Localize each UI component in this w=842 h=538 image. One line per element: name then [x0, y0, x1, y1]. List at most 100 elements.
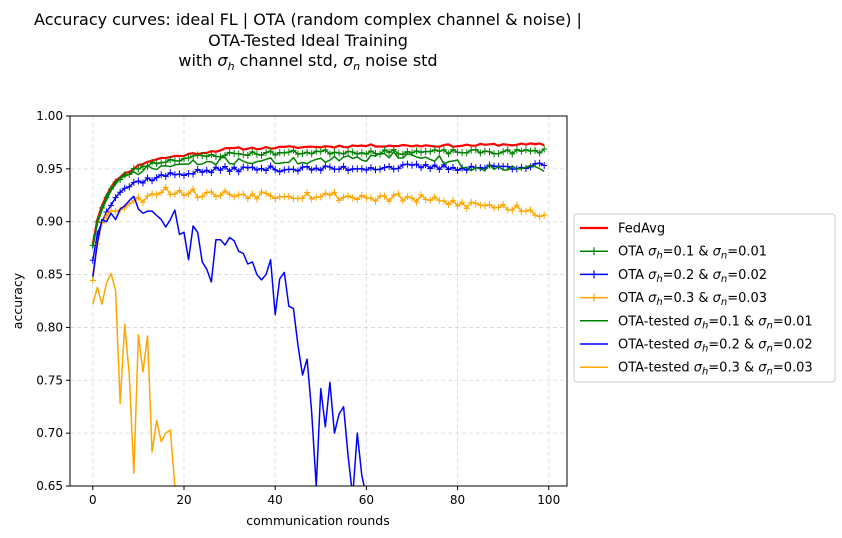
- series-point: [532, 211, 539, 219]
- series-point: [541, 211, 548, 219]
- series-point: [454, 166, 461, 174]
- series-point: [386, 148, 393, 156]
- series-point: [235, 191, 242, 199]
- series-point: [468, 162, 475, 170]
- series-point: [263, 149, 270, 157]
- series-point: [326, 150, 333, 158]
- series-point: [249, 190, 256, 198]
- series-point: [267, 147, 274, 155]
- y-tick-label: 0.90: [36, 215, 63, 229]
- series-point: [326, 163, 333, 171]
- series-point: [190, 152, 197, 160]
- series-point: [299, 163, 306, 171]
- series-point: [386, 197, 393, 205]
- series-6: [92, 195, 365, 486]
- series-point: [149, 177, 156, 185]
- series-point: [190, 170, 197, 178]
- series-point: [336, 149, 343, 157]
- series-4: [89, 183, 548, 285]
- series-point: [431, 193, 438, 201]
- series-point: [308, 150, 315, 158]
- series-point: [481, 202, 488, 210]
- series-point: [367, 147, 374, 155]
- series-point: [158, 189, 165, 197]
- series-point: [486, 148, 493, 156]
- series-point: [263, 189, 270, 197]
- legend-item: OTA σh=0.2 & σn=0.02: [580, 268, 767, 285]
- series-point: [500, 148, 507, 156]
- series-point: [404, 160, 411, 168]
- series-point: [263, 167, 270, 175]
- series-7: [92, 272, 176, 486]
- legend-label: OTA-tested σh=0.2 & σn=0.02: [618, 338, 813, 355]
- series-point: [144, 174, 151, 182]
- series-point: [536, 149, 543, 157]
- series-point: [436, 147, 443, 155]
- series-point: [322, 162, 329, 170]
- series-point: [495, 203, 502, 211]
- series-point: [445, 165, 452, 173]
- legend-label: FedAvg: [618, 222, 665, 237]
- chart-title: Accuracy curves: ideal FL | OTA (random …: [34, 10, 582, 73]
- series-point: [500, 201, 507, 209]
- series-point: [413, 147, 420, 155]
- series-point: [390, 191, 397, 199]
- legend-item: OTA σh=0.1 & σn=0.01: [580, 245, 767, 262]
- series-point: [139, 198, 146, 206]
- axis-ticks: 0 20 40 60 80 100 0.65 0.70 0.75 0.80 0.85 0.90 0.95…: [36, 109, 560, 507]
- legend-item: FedAvg: [580, 222, 665, 237]
- series-point: [367, 164, 374, 172]
- series-point: [472, 199, 479, 207]
- series-point: [322, 146, 329, 154]
- series-point: [436, 165, 443, 173]
- series-point: [199, 192, 206, 200]
- series-point: [399, 197, 406, 205]
- series-point: [527, 206, 534, 214]
- series-point: [249, 148, 256, 156]
- series-point: [395, 190, 402, 198]
- x-tick-label: 80: [450, 493, 465, 507]
- series-point: [340, 150, 347, 158]
- series-point: [440, 197, 447, 205]
- series-point: [532, 146, 539, 154]
- series-point: [354, 196, 361, 204]
- series-point: [381, 163, 388, 171]
- series-point: [194, 165, 201, 173]
- title-line-3: with σh channel std, σn noise std: [178, 51, 437, 73]
- series-point: [372, 197, 379, 205]
- legend-item: OTA σh=0.3 & σn=0.03: [580, 291, 767, 308]
- series-point: [336, 196, 343, 204]
- series-point: [408, 161, 415, 169]
- series-point: [294, 167, 301, 175]
- y-tick-label: 0.65: [36, 479, 63, 493]
- series-point: [340, 193, 347, 201]
- series-point: [89, 277, 96, 285]
- series-point: [203, 153, 210, 161]
- legend-item: OTA-tested σh=0.2 & σn=0.02: [580, 338, 813, 355]
- series-point: [240, 163, 247, 171]
- series-line: [91, 142, 545, 245]
- legend-marker: [591, 270, 597, 279]
- series-line: [92, 151, 545, 248]
- series-point: [536, 213, 543, 221]
- series-point: [468, 198, 475, 206]
- series-point: [208, 169, 215, 177]
- series-point: [281, 166, 288, 174]
- series-point: [395, 164, 402, 172]
- series-point: [399, 161, 406, 169]
- series-point: [253, 166, 260, 174]
- series-point: [190, 185, 197, 193]
- y-tick-label: 0.70: [36, 426, 63, 440]
- series-point: [153, 160, 160, 168]
- series-point: [176, 170, 183, 178]
- series-point: [217, 166, 224, 174]
- series-point: [504, 146, 511, 154]
- y-tick-label: 1.00: [36, 109, 63, 123]
- series-point: [304, 189, 311, 197]
- series-point: [527, 147, 534, 155]
- series-point: [235, 150, 242, 158]
- series-point: [276, 168, 283, 176]
- series-point: [418, 164, 425, 172]
- series-point: [149, 190, 156, 198]
